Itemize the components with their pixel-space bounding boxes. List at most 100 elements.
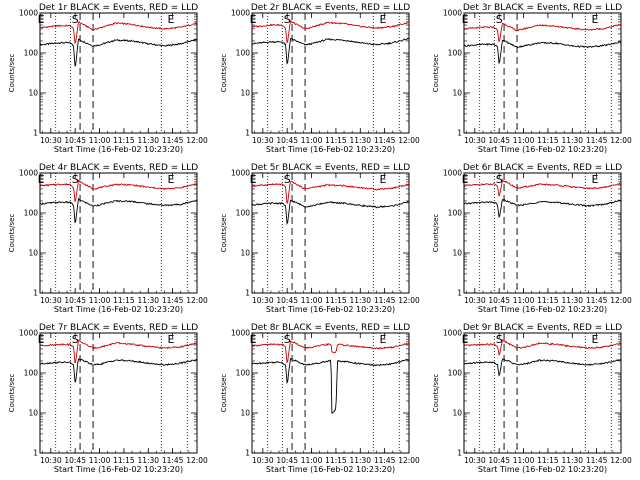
panel-title: Det 6r BLACK = Events, RED = LLD <box>463 163 622 173</box>
x-tick-label: 11:30 <box>137 456 159 465</box>
series-events <box>463 198 622 219</box>
x-tick-label: 11:30 <box>137 296 159 305</box>
x-tick-label: 10:45 <box>64 136 86 145</box>
panel-title: Det 3r BLACK = Events, RED = LLD <box>463 3 622 13</box>
x-tick-label: 10:30 <box>464 456 486 465</box>
x-tick-label: 11:30 <box>349 456 371 465</box>
x-tick-label: 10:45 <box>488 296 510 305</box>
y-tick-label: 1 <box>245 289 250 298</box>
y-tick-label: 1000 <box>231 329 250 338</box>
x-tick-label: 12:00 <box>610 296 632 305</box>
y-tick-label: 1000 <box>231 169 250 178</box>
y-tick-label: 1 <box>457 129 462 138</box>
marker-e: E <box>380 13 387 26</box>
y-tick-label: 1 <box>245 449 250 458</box>
panel-det-3: Det 3r BLACK = Events, RED = LLD 1 10 100 10… <box>432 3 632 154</box>
panel-title: Det 7r BLACK = Events, RED = LLD <box>39 323 198 333</box>
x-tick-label: 12:00 <box>610 456 632 465</box>
x-tick-label: 12:00 <box>610 136 632 145</box>
x-tick-label: 12:00 <box>186 136 208 145</box>
y-tick-label: 1000 <box>19 329 38 338</box>
marker-s: S <box>72 13 79 26</box>
x-axis-label: Start Time (16-Feb-02 10:23:20) <box>266 305 395 314</box>
y-tick-label: 100 <box>236 369 251 378</box>
panel-title: Det 5r BLACK = Events, RED = LLD <box>251 163 410 173</box>
plot-frame <box>463 332 622 454</box>
panel-title: Det 8r BLACK = Events, RED = LLD <box>251 323 410 333</box>
plot-frame <box>463 12 622 134</box>
y-tick-label: 1000 <box>443 329 462 338</box>
panel-title: Det 1r BLACK = Events, RED = LLD <box>39 3 198 13</box>
y-tick-label: 1000 <box>443 9 462 18</box>
x-tick-label: 10:30 <box>464 136 486 145</box>
x-tick-label: 11:45 <box>586 456 608 465</box>
x-tick-label: 12:00 <box>186 456 208 465</box>
marker-e: E <box>168 13 175 26</box>
panel-det-8: Det 8r BLACK = Events, RED = LLD 1 10 100 10… <box>220 323 420 474</box>
x-tick-label: 11:30 <box>561 296 583 305</box>
y-axis-label: Counts/sec <box>432 374 440 413</box>
series-lld <box>39 339 198 364</box>
series-lld <box>463 22 622 43</box>
panel-det-5: Det 5r BLACK = Events, RED = LLD 1 10 100 10… <box>220 163 420 314</box>
x-axis-label: Start Time (16-Feb-02 10:23:20) <box>54 465 183 474</box>
y-tick-label: 10 <box>240 409 250 418</box>
marker-e: E <box>250 173 257 186</box>
marker-e: E <box>380 333 387 346</box>
y-tick-label: 1 <box>457 289 462 298</box>
y-tick-label: 100 <box>448 49 463 58</box>
marker-e: E <box>250 333 257 346</box>
y-tick-label: 1 <box>33 449 38 458</box>
y-tick-label: 1000 <box>231 9 250 18</box>
marker-e: E <box>38 333 45 346</box>
y-axis-label: Counts/sec <box>432 54 440 93</box>
series-events <box>251 37 410 65</box>
x-tick-label: 11:00 <box>89 136 111 145</box>
marker-e: E <box>38 173 45 186</box>
y-tick-label: 100 <box>24 49 39 58</box>
x-tick-label: 11:00 <box>89 456 111 465</box>
x-tick-label: 11:00 <box>513 296 535 305</box>
y-tick-label: 10 <box>28 409 38 418</box>
y-tick-label: 1 <box>245 129 250 138</box>
y-tick-label: 100 <box>448 369 463 378</box>
y-axis-label: Counts/sec <box>8 54 16 93</box>
panel-title: Det 2r BLACK = Events, RED = LLD <box>251 3 410 13</box>
y-tick-label: 10 <box>452 409 462 418</box>
panel-det-9: Det 9r BLACK = Events, RED = LLD 1 10 100 10… <box>432 323 632 474</box>
x-axis-label: Start Time (16-Feb-02 10:23:20) <box>478 305 607 314</box>
x-tick-label: 11:15 <box>113 456 135 465</box>
x-axis-label: Start Time (16-Feb-02 10:23:20) <box>54 145 183 154</box>
y-axis-label: Counts/sec <box>220 54 228 93</box>
x-tick-label: 11:45 <box>162 136 184 145</box>
y-tick-label: 100 <box>24 209 39 218</box>
x-tick-label: 11:00 <box>301 136 323 145</box>
y-tick-label: 100 <box>448 209 463 218</box>
series-lld <box>39 20 198 45</box>
marker-s: S <box>284 13 291 26</box>
x-tick-label: 11:15 <box>113 296 135 305</box>
x-tick-label: 11:15 <box>537 456 559 465</box>
y-tick-label: 1 <box>457 449 462 458</box>
marker-s: S <box>72 173 79 186</box>
x-tick-label: 10:30 <box>252 136 274 145</box>
y-tick-label: 10 <box>452 249 462 258</box>
x-tick-label: 10:45 <box>488 456 510 465</box>
series-lld <box>39 179 198 202</box>
x-tick-label: 10:45 <box>276 136 298 145</box>
x-tick-label: 11:45 <box>586 136 608 145</box>
x-tick-label: 10:30 <box>252 456 274 465</box>
x-tick-label: 11:45 <box>586 296 608 305</box>
marker-e: E <box>592 173 599 186</box>
panel-det-1: Det 1r BLACK = Events, RED = LLD 1 10 100 10… <box>8 3 208 154</box>
marker-e: E <box>38 13 45 26</box>
x-tick-label: 11:45 <box>162 296 184 305</box>
x-tick-label: 12:00 <box>398 456 420 465</box>
x-tick-label: 11:30 <box>349 136 371 145</box>
marker-e: E <box>168 173 175 186</box>
marker-e: E <box>462 173 469 186</box>
panel-title: Det 9r BLACK = Events, RED = LLD <box>463 323 622 333</box>
x-tick-label: 10:30 <box>40 296 62 305</box>
series-events <box>39 197 198 224</box>
